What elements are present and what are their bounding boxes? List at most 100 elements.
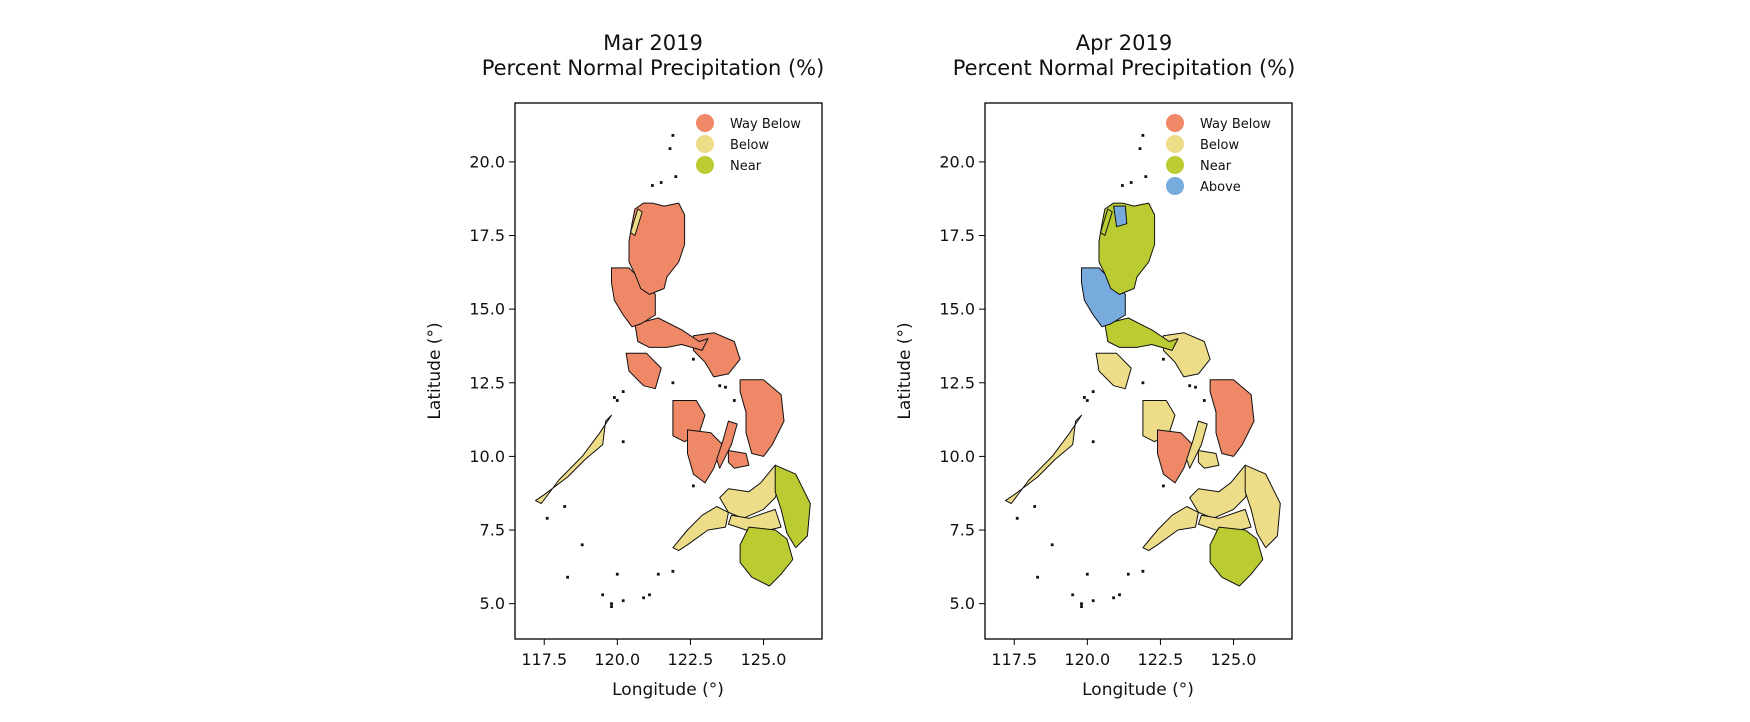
x-tick-label: 117.5 bbox=[521, 650, 567, 669]
map-panel-apr-2019: Apr 2019 Percent Normal Precipitation (%… bbox=[895, 31, 1295, 700]
axes-frame bbox=[984, 102, 1293, 640]
legend: Way Below Below Near Above bbox=[1166, 114, 1271, 195]
legend-label: Way Below bbox=[1200, 117, 1271, 132]
islet bbox=[1112, 596, 1115, 600]
islet bbox=[1085, 399, 1089, 402]
islet bbox=[1162, 484, 1165, 488]
islet bbox=[610, 602, 613, 606]
islet bbox=[1050, 543, 1054, 547]
islet bbox=[621, 390, 625, 393]
y-axis-label: Latitude (°) bbox=[425, 322, 445, 419]
legend-label: Above bbox=[1200, 180, 1241, 195]
x-tick-label: 125.0 bbox=[741, 650, 787, 669]
islet bbox=[610, 605, 613, 608]
panel-title-subtitle: Percent Normal Precipitation (%) bbox=[953, 56, 1296, 80]
islet bbox=[1141, 134, 1145, 137]
panel-title-month: Apr 2019 bbox=[1076, 31, 1172, 55]
region-northern-mindanao bbox=[719, 464, 785, 519]
islet bbox=[1015, 516, 1019, 520]
islet bbox=[671, 134, 675, 137]
region-mindoro bbox=[1095, 352, 1132, 390]
islet bbox=[732, 399, 736, 402]
y-tick-label: 15.0 bbox=[939, 300, 975, 319]
islet bbox=[1121, 184, 1124, 187]
islet bbox=[1080, 602, 1083, 606]
islet bbox=[563, 505, 567, 508]
legend-swatch bbox=[1166, 114, 1184, 132]
region-palawan bbox=[535, 414, 612, 504]
islet bbox=[1033, 505, 1037, 508]
islet bbox=[668, 147, 672, 150]
region-northern-luzon bbox=[628, 202, 686, 295]
y-axis-label: Latitude (°) bbox=[895, 322, 915, 419]
islet bbox=[1080, 605, 1083, 608]
x-tick-label: 120.0 bbox=[1064, 650, 1110, 669]
region-mindoro bbox=[625, 352, 662, 390]
islet bbox=[566, 575, 569, 579]
islet bbox=[615, 399, 619, 402]
islet bbox=[1141, 569, 1145, 573]
y-tick-label: 17.5 bbox=[939, 226, 975, 245]
region-southern-mindanao bbox=[1209, 526, 1264, 587]
legend-swatch bbox=[1166, 156, 1184, 174]
islet bbox=[648, 593, 651, 597]
y-tick-label: 7.5 bbox=[950, 521, 975, 540]
islet bbox=[1202, 399, 1206, 402]
choropleth-map bbox=[1005, 134, 1281, 608]
region-central-mindanao bbox=[1197, 508, 1252, 531]
islet bbox=[692, 357, 695, 361]
islet bbox=[659, 181, 663, 184]
region-eastern-mindanao bbox=[774, 464, 811, 549]
region-bohol bbox=[727, 450, 750, 469]
y-tick-label: 12.5 bbox=[469, 373, 505, 392]
legend: Way Below Below Near bbox=[696, 114, 801, 174]
x-tick-label: 120.0 bbox=[594, 650, 640, 669]
islet bbox=[671, 381, 675, 385]
islet bbox=[601, 593, 605, 597]
islet bbox=[656, 572, 660, 576]
legend-label: Near bbox=[730, 159, 762, 174]
islet bbox=[674, 175, 678, 178]
legend-label: Near bbox=[1200, 159, 1232, 174]
legend-swatch bbox=[1166, 135, 1184, 153]
legend-label: Below bbox=[730, 138, 769, 153]
region-western-mindanao bbox=[672, 506, 729, 552]
axis-ticks: 117.5 120.0 122.5 125.0 5.0 7.5 10.0 12.5 15.0 17… bbox=[939, 152, 1256, 669]
islet bbox=[1091, 390, 1095, 393]
islet bbox=[1091, 599, 1095, 603]
islet bbox=[1118, 593, 1121, 597]
islet bbox=[718, 384, 722, 388]
region-ilocos-north-patch bbox=[1113, 205, 1128, 228]
region-bicol bbox=[1162, 332, 1211, 378]
legend-swatch bbox=[696, 156, 714, 174]
y-tick-label: 12.5 bbox=[939, 373, 975, 392]
region-palawan bbox=[1005, 414, 1082, 504]
islet bbox=[1162, 357, 1165, 361]
region-negros bbox=[687, 429, 724, 484]
region-southern-luzon bbox=[1104, 317, 1179, 351]
region-cebu bbox=[716, 420, 738, 469]
choropleth-map bbox=[535, 134, 811, 608]
axes-frame bbox=[514, 102, 823, 640]
islet bbox=[1129, 181, 1133, 184]
islet bbox=[545, 516, 549, 520]
islet bbox=[621, 440, 625, 444]
islet bbox=[621, 599, 625, 603]
map-panel-mar-2019: Mar 2019 Percent Normal Precipitation (%… bbox=[425, 31, 824, 700]
islet bbox=[1144, 175, 1148, 178]
y-tick-label: 10.0 bbox=[939, 447, 975, 466]
x-tick-label: 125.0 bbox=[1211, 650, 1257, 669]
y-tick-label: 7.5 bbox=[480, 521, 505, 540]
islet bbox=[642, 596, 645, 600]
panel-title-subtitle: Percent Normal Precipitation (%) bbox=[482, 56, 825, 80]
islet bbox=[1091, 440, 1095, 444]
panel-title-month: Mar 2019 bbox=[603, 31, 703, 55]
region-bicol bbox=[692, 332, 741, 378]
region-northern-luzon-west-strip bbox=[630, 208, 643, 236]
legend-swatch bbox=[696, 114, 714, 132]
legend-label: Way Below bbox=[730, 117, 801, 132]
islet bbox=[1141, 381, 1145, 385]
y-tick-label: 10.0 bbox=[469, 447, 505, 466]
x-tick-label: 117.5 bbox=[991, 650, 1037, 669]
